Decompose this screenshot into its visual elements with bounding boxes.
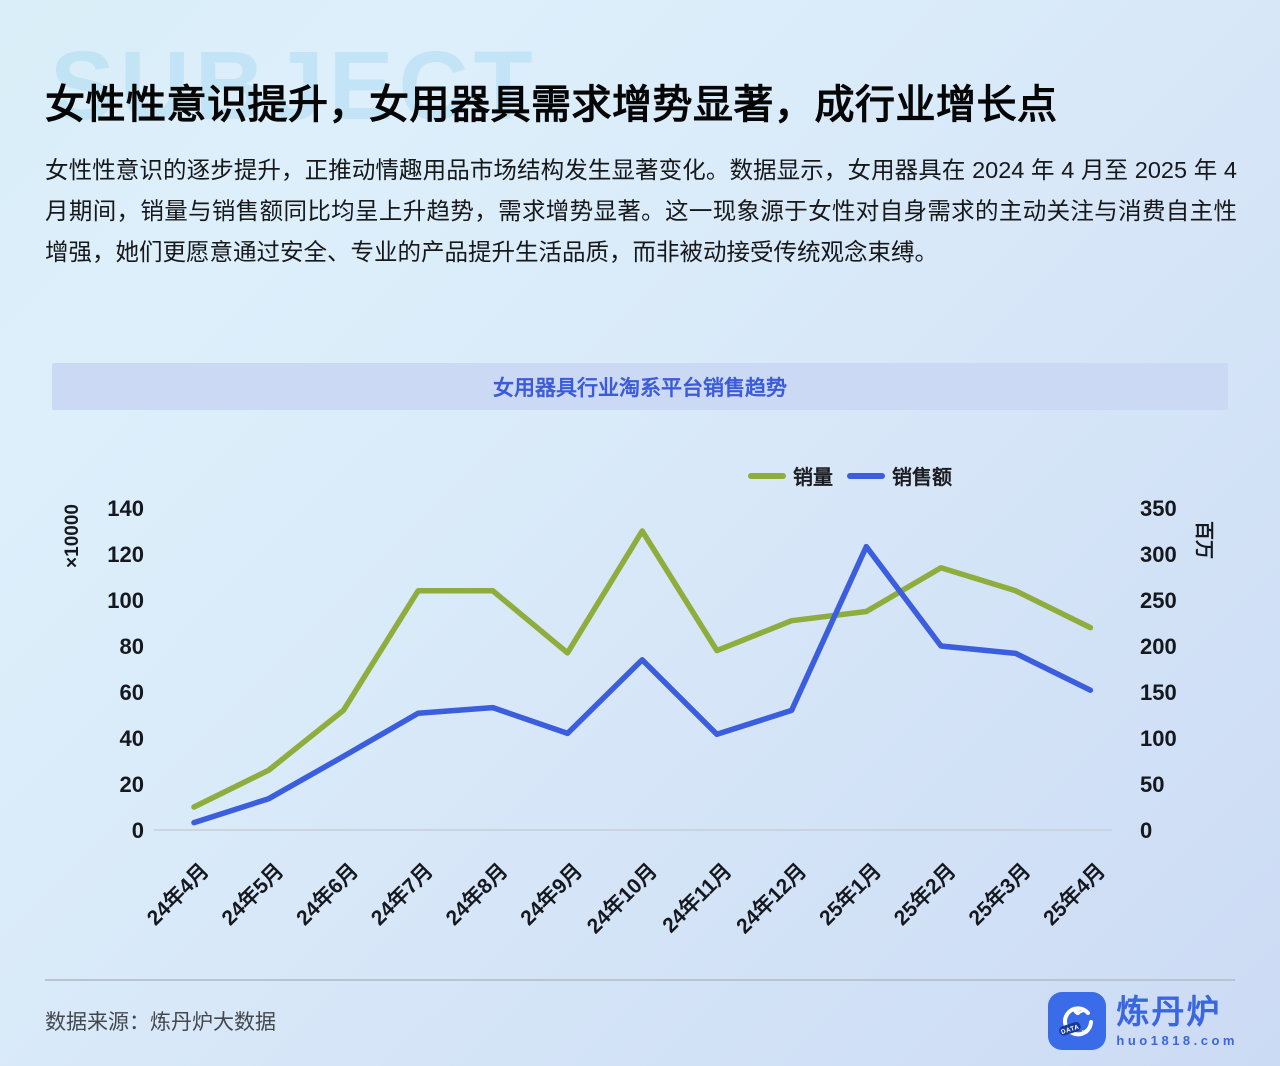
x-axis-label: 25年3月 (964, 859, 1035, 930)
x-axis-label: 24年4月 (142, 859, 213, 930)
x-axis-label: 24年11月 (658, 859, 737, 938)
brand-logo: DATA 炼丹炉 huo1818.com (1048, 992, 1238, 1050)
legend-item: 销售额 (847, 461, 952, 490)
right-axis-tick: 0 (1140, 818, 1152, 843)
left-axis-tick: 40 (120, 726, 144, 751)
right-axis-tick: 300 (1140, 542, 1177, 567)
right-axis-tick: 200 (1140, 634, 1177, 659)
series-line-sales-volume (191, 528, 1094, 810)
left-axis-unit: ×10000 (62, 504, 83, 568)
data-source-text: 数据来源：炼丹炉大数据 (45, 1011, 276, 1034)
chart-title-bar: 女用器具行业淘系平台销售趋势 (52, 363, 1228, 410)
right-axis-tick: 50 (1140, 772, 1164, 797)
right-axis-tick: 100 (1140, 726, 1177, 751)
left-axis-tick: 100 (107, 588, 144, 613)
legend-label: 销量 (793, 467, 833, 489)
furnace-icon: DATA (1059, 1006, 1094, 1037)
liandanlu-logo-icon: DATA (1048, 992, 1107, 1050)
left-axis-tick: 120 (107, 542, 144, 567)
legend-item: 销量 (748, 461, 833, 490)
legend-swatch (847, 472, 885, 479)
left-axis-tick: 0 (132, 818, 144, 843)
x-axis-label: 24年8月 (441, 859, 512, 930)
series-line-sales-revenue (191, 543, 1094, 826)
left-axis-tick: 20 (120, 772, 144, 797)
right-axis-tick: 250 (1140, 588, 1177, 613)
brand-name: 炼丹炉 (1116, 993, 1222, 1030)
left-axis-tick: 60 (120, 680, 144, 705)
x-axis-label: 25年1月 (814, 859, 885, 930)
x-axis-label: 25年2月 (889, 859, 960, 930)
x-axis-label: 25年4月 (1038, 859, 1109, 930)
x-axis-label: 24年12月 (731, 859, 811, 939)
body-paragraph: 女性性意识的逐步提升，正推动情趣用品市场结构发生显著变化。数据显示，女用器具在 … (45, 157, 1237, 265)
page-title: 女性性意识提升，女用器具需求增势显著，成行业增长点 (45, 83, 1058, 127)
x-axis-label: 24年10月 (582, 859, 662, 939)
right-axis-tick: 350 (1140, 496, 1177, 521)
chart-title: 女用器具行业淘系平台销售趋势 (493, 376, 787, 400)
x-axis-label: 24年7月 (366, 859, 437, 930)
x-axis-label: 24年6月 (291, 859, 362, 930)
legend-label: 销售额 (892, 467, 952, 489)
x-axis-label: 24年5月 (217, 859, 288, 930)
right-axis-tick: 150 (1140, 680, 1177, 705)
right-axis-unit: 百万 (1193, 521, 1214, 559)
subject-watermark: SUBJECT (50, 31, 538, 140)
legend-swatch (748, 472, 786, 479)
footer-divider (45, 979, 1235, 981)
left-axis-tick: 80 (120, 634, 144, 659)
x-axis-label: 24年9月 (516, 859, 587, 930)
chart-legend: 销量 销售额 (748, 461, 966, 490)
left-axis-tick: 140 (107, 496, 144, 521)
brand-url: huo1818.com (1116, 1033, 1238, 1048)
